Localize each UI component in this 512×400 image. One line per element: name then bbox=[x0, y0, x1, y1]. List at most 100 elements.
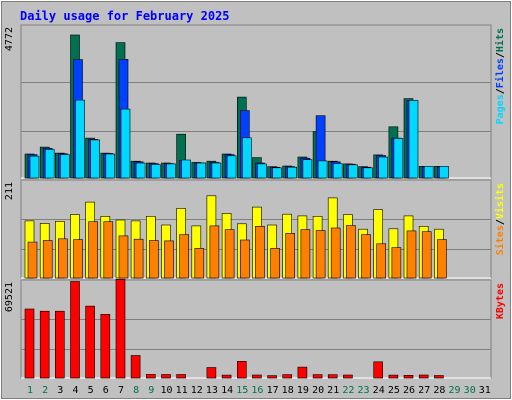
legend-hits: Hits bbox=[494, 28, 506, 52]
chart-title: Daily usage for February 2025 bbox=[20, 9, 230, 23]
bar-sites-day-20 bbox=[315, 230, 326, 279]
bar-pages-day-10 bbox=[166, 163, 176, 179]
panel-visitors-max-label: 211 bbox=[4, 182, 15, 200]
panel-kbytes: 69521 KBytes bbox=[4, 278, 506, 379]
legend-separator: / bbox=[495, 219, 506, 225]
bar-sites-day-5 bbox=[88, 221, 98, 279]
bar-pages-day-3 bbox=[59, 154, 70, 179]
bar-sites-day-23 bbox=[361, 234, 371, 279]
bar-sites-day-24 bbox=[376, 243, 387, 279]
panel-kbytes-legend: KBytes bbox=[495, 283, 506, 319]
bar-kbytes-day-4 bbox=[70, 281, 80, 379]
x-tick-day-8: 8 bbox=[133, 385, 139, 396]
x-tick-day-29: 29 bbox=[448, 385, 460, 396]
bar-pages-day-12 bbox=[196, 162, 207, 179]
bar-pages-day-18 bbox=[287, 166, 298, 179]
bar-sites-day-13 bbox=[209, 225, 220, 279]
bar-pages-day-14 bbox=[226, 155, 237, 179]
bar-sites-day-17 bbox=[270, 248, 280, 279]
bar-sites-day-22 bbox=[346, 225, 356, 279]
bar-sites-day-15 bbox=[240, 239, 250, 279]
x-axis-day-labels: 1 2 3 4 5 6 7 8 9 10 11 12 13 14 15 16 17 18 19 20 21 22 23 24 2… bbox=[27, 385, 491, 396]
x-tick-day-9: 9 bbox=[148, 385, 154, 396]
bar-sites-day-8 bbox=[133, 238, 144, 279]
bar-pages-day-15 bbox=[242, 137, 252, 179]
bar-sites-day-16 bbox=[255, 226, 265, 279]
bar-pages-day-19 bbox=[302, 159, 313, 179]
bar-kbytes-day-18 bbox=[282, 374, 293, 379]
x-tick-day-22: 22 bbox=[342, 385, 354, 396]
panel-kbytes-plot-area bbox=[20, 279, 492, 379]
bar-kbytes-day-13 bbox=[206, 367, 217, 379]
bar-pages-day-16 bbox=[257, 163, 267, 179]
bar-kbytes-day-5 bbox=[85, 305, 95, 379]
x-tick-day-10: 10 bbox=[160, 385, 172, 396]
bar-kbytes-day-11 bbox=[176, 374, 186, 379]
bar-pages-day-23 bbox=[363, 167, 373, 179]
x-tick-day-31: 31 bbox=[479, 385, 491, 396]
legend-separator: / bbox=[495, 88, 506, 94]
x-tick-day-16: 16 bbox=[251, 385, 263, 396]
legend-pages: Pages bbox=[495, 94, 506, 124]
bar-sites-day-12 bbox=[194, 248, 205, 279]
x-tick-day-24: 24 bbox=[373, 385, 385, 396]
bar-pages-day-22 bbox=[348, 164, 358, 179]
legend-kbytes: KBytes bbox=[495, 283, 506, 319]
x-tick-day-1: 1 bbox=[27, 385, 33, 396]
x-tick-day-23: 23 bbox=[357, 385, 369, 396]
bar-kbytes-day-17 bbox=[267, 375, 277, 379]
bar-pages-day-11 bbox=[181, 159, 191, 179]
bar-sites-day-28 bbox=[437, 239, 447, 279]
bar-kbytes-day-15 bbox=[237, 360, 247, 379]
bar-kbytes-day-22 bbox=[343, 374, 353, 379]
bar-kbytes-day-3 bbox=[54, 310, 65, 379]
bar-kbytes-day-9 bbox=[146, 373, 156, 379]
bar-pages-day-1 bbox=[29, 155, 40, 179]
legend-visits: Visits bbox=[494, 183, 506, 219]
bar-kbytes-day-20 bbox=[312, 374, 323, 379]
bar-sites-day-14 bbox=[224, 229, 235, 279]
bar-sites-day-19 bbox=[300, 229, 311, 279]
x-tick-day-26: 26 bbox=[403, 385, 415, 396]
panel-usage-max-label: 4772 bbox=[4, 27, 15, 51]
bar-pages-day-5 bbox=[90, 139, 100, 179]
bar-pages-day-13 bbox=[211, 162, 222, 179]
x-tick-day-7: 7 bbox=[118, 385, 124, 396]
x-tick-day-6: 6 bbox=[103, 385, 109, 396]
x-tick-day-11: 11 bbox=[176, 385, 188, 396]
x-tick-day-28: 28 bbox=[433, 385, 445, 396]
x-tick-day-14: 14 bbox=[221, 385, 233, 396]
legend-sites: Sites bbox=[494, 225, 506, 255]
bar-sites-day-25 bbox=[391, 247, 402, 279]
bar-sites-day-11 bbox=[179, 234, 189, 279]
x-tick-day-5: 5 bbox=[88, 385, 94, 396]
x-tick-day-12: 12 bbox=[191, 385, 203, 396]
bar-kbytes-day-28 bbox=[434, 375, 444, 379]
bar-kbytes-day-25 bbox=[388, 374, 399, 379]
panel-visitors: 211 Sites/Visits bbox=[4, 179, 506, 279]
bar-sites-day-26 bbox=[406, 230, 417, 279]
x-tick-day-19: 19 bbox=[297, 385, 309, 396]
bar-sites-day-2 bbox=[42, 240, 53, 279]
bar-pages-day-20 bbox=[317, 160, 328, 179]
chart-panels: 4772Pages/Files/Hits211Sites/Visits69521… bbox=[4, 24, 506, 379]
bar-pages-day-21 bbox=[332, 163, 343, 179]
bar-pages-day-6 bbox=[105, 153, 116, 179]
bar-pages-day-9 bbox=[151, 164, 161, 179]
bar-sites-day-9 bbox=[149, 240, 159, 279]
bar-sites-day-10 bbox=[164, 240, 174, 279]
x-tick-day-2: 2 bbox=[42, 385, 48, 396]
bar-pages-day-2 bbox=[44, 149, 55, 179]
x-tick-day-21: 21 bbox=[327, 385, 339, 396]
x-tick-day-30: 30 bbox=[464, 385, 476, 396]
bar-pages-day-28 bbox=[439, 166, 449, 179]
x-tick-day-17: 17 bbox=[267, 385, 279, 396]
bar-kbytes-day-14 bbox=[221, 374, 232, 379]
x-tick-day-4: 4 bbox=[72, 385, 78, 396]
bar-kbytes-day-6 bbox=[100, 313, 111, 379]
panel-kbytes-max-label: 69521 bbox=[4, 282, 15, 312]
bar-kbytes-day-2 bbox=[39, 310, 50, 379]
